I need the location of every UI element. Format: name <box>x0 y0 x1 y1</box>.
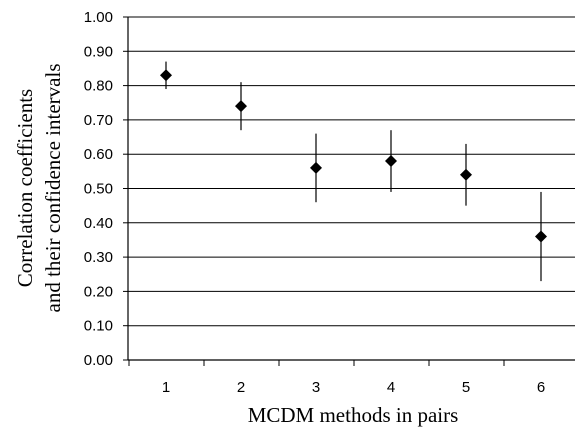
data-point <box>235 100 247 113</box>
y-tick-label: 1.00 <box>84 9 113 26</box>
data-point <box>160 69 172 82</box>
y-tick-label: 0.90 <box>84 43 113 60</box>
y-axis-title-line-1: Correlation coefficients <box>13 89 37 287</box>
x-axis-title: MCDM methods in pairs <box>248 403 459 427</box>
y-tick-label: 0.50 <box>84 181 113 198</box>
gridlines <box>128 16 575 327</box>
x-tick-label: 3 <box>312 379 320 396</box>
x-tick-label: 4 <box>387 379 395 396</box>
y-tick-label: 0.80 <box>84 78 113 95</box>
y-tick-labels: 0.00 0.10 0.20 0.30 0.40 0.50 0.60 0.70 0.80 0.90… <box>84 9 128 369</box>
x-axis <box>127 17 575 366</box>
x-tick-label: 2 <box>237 379 245 396</box>
y-tick-label: 0.00 <box>84 352 113 369</box>
y-tick-label: 0.20 <box>84 283 113 300</box>
data-points <box>160 69 547 243</box>
y-tick-label: 0.10 <box>84 318 113 335</box>
x-tick-label: 6 <box>537 379 545 396</box>
y-tick-label: 0.30 <box>84 249 113 266</box>
x-tick-labels: 1 2 3 4 5 6 <box>162 379 545 396</box>
error-bars <box>165 61 542 282</box>
data-point <box>310 161 322 174</box>
x-tick-label: 5 <box>462 379 470 396</box>
y-tick-label: 0.40 <box>84 215 113 232</box>
data-point <box>385 155 397 168</box>
y-tick-label: 0.60 <box>84 146 113 163</box>
x-tick-label: 1 <box>162 379 170 396</box>
data-point <box>535 230 547 243</box>
y-tick-label: 0.70 <box>84 112 113 129</box>
data-point <box>460 168 472 181</box>
y-axis-title-line-2: and their confidence intervals <box>41 64 65 313</box>
